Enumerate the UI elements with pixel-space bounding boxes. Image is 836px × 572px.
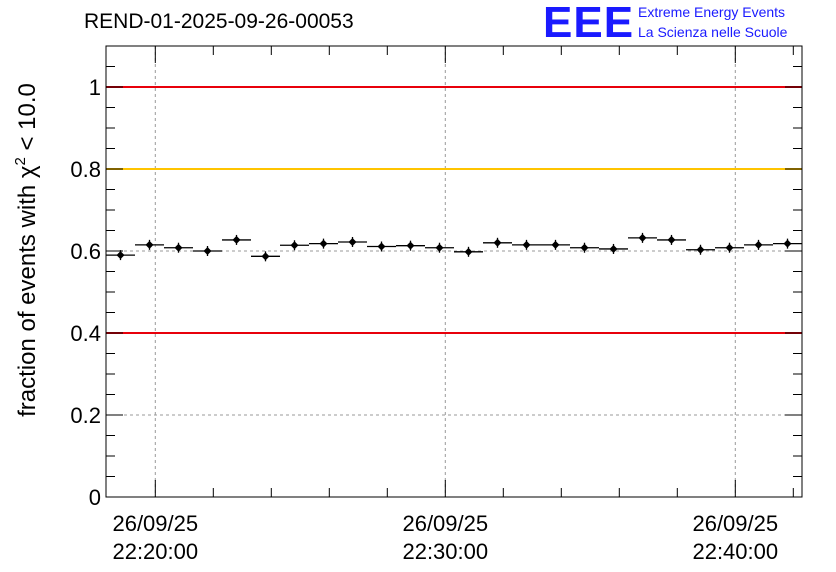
data-point <box>348 237 357 246</box>
data-point <box>261 252 270 261</box>
data-point <box>174 243 183 252</box>
chart-title: REND-01-2025-09-26-00053 <box>84 10 354 33</box>
data-point <box>522 240 531 249</box>
logo-subtitle-line2: La Scienza nelle Scuole <box>638 24 788 40</box>
data-point <box>464 247 473 256</box>
x-tick-date-label: 26/09/25 <box>112 511 198 536</box>
x-tick-date-label: 26/09/25 <box>692 511 778 536</box>
data-point <box>725 243 734 252</box>
x-tick-time-label: 22:30:00 <box>402 539 488 564</box>
y-tick-label: 0.8 <box>70 157 101 182</box>
data-point <box>145 240 154 249</box>
labels-layer: 0 0.2 0.4 0.6 0.8 1 26/09/25 22:20:00 26/09/25 22… <box>12 75 778 564</box>
plot-frame <box>105 45 803 498</box>
x-tick-time-label: 22:40:00 <box>692 539 778 564</box>
data-point <box>783 239 792 248</box>
data-point <box>116 251 125 260</box>
data-point <box>754 240 763 249</box>
data-point <box>609 244 618 253</box>
ticks-layer <box>106 45 802 498</box>
logo-subtitle-line1: Extreme Energy Events <box>638 4 786 20</box>
data-point <box>551 240 560 249</box>
data-point <box>696 245 705 254</box>
data-point <box>377 242 386 251</box>
data-point <box>290 241 299 250</box>
data-point <box>435 243 444 252</box>
reference-lines-layer <box>106 86 802 334</box>
y-axis-label: fraction of events with χ2 < 10.0 <box>12 83 41 417</box>
data-point <box>406 241 415 250</box>
data-point <box>319 239 328 248</box>
y-tick-label: 0.4 <box>70 321 101 346</box>
data-point <box>203 247 212 255</box>
data-point <box>667 235 676 244</box>
y-tick-label: 0.6 <box>70 239 101 264</box>
y-tick-label: 0 <box>89 485 101 510</box>
data-point <box>232 235 241 244</box>
data-point <box>493 238 502 247</box>
x-tick-date-label: 26/09/25 <box>402 511 488 536</box>
data-point <box>580 243 589 252</box>
grid-layer <box>106 46 802 497</box>
y-tick-label: 1 <box>89 75 101 100</box>
y-tick-label: 0.2 <box>70 403 101 428</box>
data-points-layer <box>106 232 802 262</box>
eee-logo: EEE <box>543 0 635 47</box>
x-tick-time-label: 22:20:00 <box>112 539 198 564</box>
data-point <box>638 233 647 242</box>
